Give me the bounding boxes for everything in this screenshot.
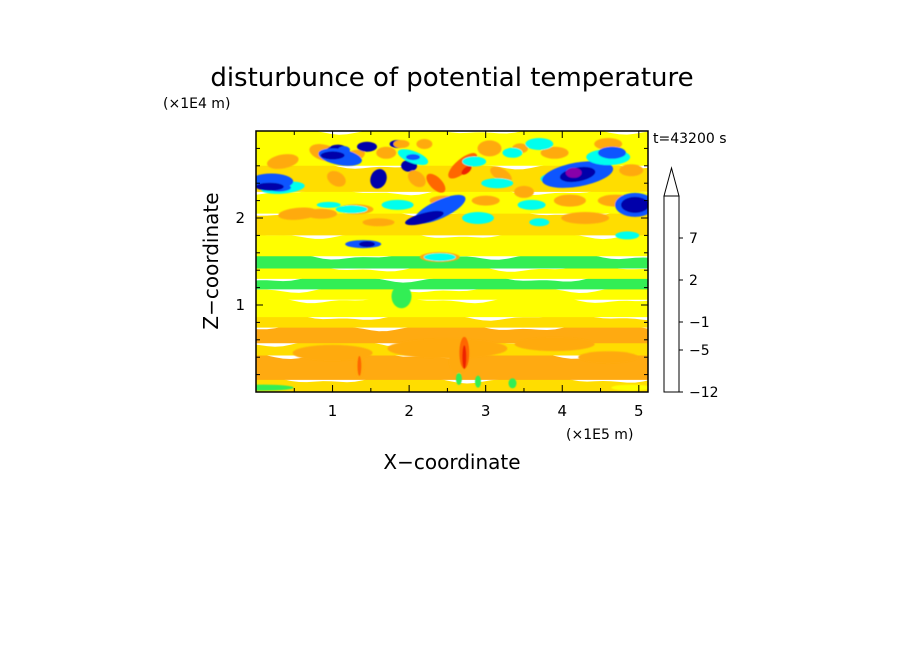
contour-blob xyxy=(471,195,500,206)
contour-blob xyxy=(423,253,456,262)
contour-blob xyxy=(502,147,523,158)
contour-blob xyxy=(357,355,362,376)
contour-blob xyxy=(619,164,644,177)
x-tick-label: 3 xyxy=(481,402,491,420)
contour-blob xyxy=(305,208,338,219)
contour-blob xyxy=(525,138,554,150)
contour-blob xyxy=(462,345,467,370)
contour-blob xyxy=(357,141,377,152)
x-tick-label: 1 xyxy=(328,402,338,420)
x-tick-label: 5 xyxy=(634,402,644,420)
contour-blob xyxy=(381,199,414,210)
time-label: t=43200 s xyxy=(653,131,727,147)
contour-blob xyxy=(621,196,648,213)
contour-blob xyxy=(387,338,508,359)
contour-blob xyxy=(278,207,319,220)
contour-blob xyxy=(416,139,433,149)
y-tick-label: 2 xyxy=(235,209,245,227)
contour-blob xyxy=(320,151,345,160)
colorbar: 7 2 −1 −5 −12 xyxy=(663,166,719,401)
contour-blob xyxy=(611,384,648,391)
y-tick-label: 1 xyxy=(235,296,245,314)
plot-frame xyxy=(255,130,649,393)
contour-blob xyxy=(514,337,595,352)
y-unit-label: (×1E4 m) xyxy=(163,96,230,112)
contour-blob xyxy=(407,170,426,188)
x-tick-label: 2 xyxy=(404,402,414,420)
contour-blob xyxy=(598,146,626,159)
contour-band xyxy=(256,232,648,257)
contour-blob xyxy=(266,154,299,169)
contour-blob xyxy=(359,241,375,248)
colorbar-label: −12 xyxy=(689,385,719,401)
contour-blob xyxy=(391,284,412,309)
colorbar-label: 7 xyxy=(689,231,698,247)
plot-area xyxy=(256,131,648,392)
contour-blob xyxy=(316,201,341,208)
x-axis-label: X−coordinate xyxy=(383,450,520,474)
x-ticks: 1 2 3 4 5 xyxy=(255,131,644,420)
contour-blob xyxy=(362,218,395,227)
contour-blob xyxy=(462,212,494,224)
x-unit-label: (×1E5 m) xyxy=(566,427,633,443)
contour-blob xyxy=(529,218,550,227)
colorbar-label: −5 xyxy=(689,343,710,359)
contour-blob xyxy=(455,372,462,385)
y-axis-label: Z−coordinate xyxy=(199,192,223,329)
contour-blob xyxy=(461,165,472,175)
contour-band xyxy=(256,264,648,279)
contour-blob xyxy=(292,344,373,361)
contour-blob xyxy=(393,140,410,148)
contour-blob xyxy=(514,185,534,198)
contour-blob xyxy=(256,182,284,191)
colorbar-label: 2 xyxy=(689,273,698,289)
contour-band xyxy=(256,210,648,236)
x-tick-label: 4 xyxy=(557,402,567,420)
contour-blob xyxy=(335,205,368,214)
contour-blob xyxy=(327,170,346,187)
contour-blob xyxy=(565,167,582,178)
contour-blob xyxy=(370,169,387,189)
contour-blob xyxy=(517,199,546,210)
contour-band xyxy=(256,275,648,290)
contour-blobs xyxy=(256,138,648,391)
contour-blob xyxy=(477,140,502,157)
contour-blob xyxy=(462,156,487,167)
contour-blob xyxy=(406,154,420,161)
contour-blob xyxy=(553,194,586,207)
colorbar-label: −1 xyxy=(689,315,710,331)
contour-blob xyxy=(615,231,640,240)
contour-blob xyxy=(376,146,397,159)
contour-blob xyxy=(490,166,512,183)
chart-title: disturbunce of potential temperature xyxy=(210,63,693,93)
contour-blob xyxy=(481,178,514,189)
contour-blob xyxy=(561,212,610,224)
colorbar-frame xyxy=(663,195,680,393)
contour-band xyxy=(256,376,648,392)
y-ticks: 12 xyxy=(235,130,648,393)
contour-band xyxy=(256,296,648,318)
contour-blob xyxy=(475,375,481,388)
contour-blob xyxy=(508,378,517,389)
contour-blob xyxy=(405,210,444,226)
contour-blob xyxy=(256,384,294,391)
contour-blob xyxy=(578,351,639,364)
contour-blob xyxy=(426,173,446,193)
contour-blob xyxy=(540,146,569,159)
colorbar-extend-arrow xyxy=(663,166,680,197)
